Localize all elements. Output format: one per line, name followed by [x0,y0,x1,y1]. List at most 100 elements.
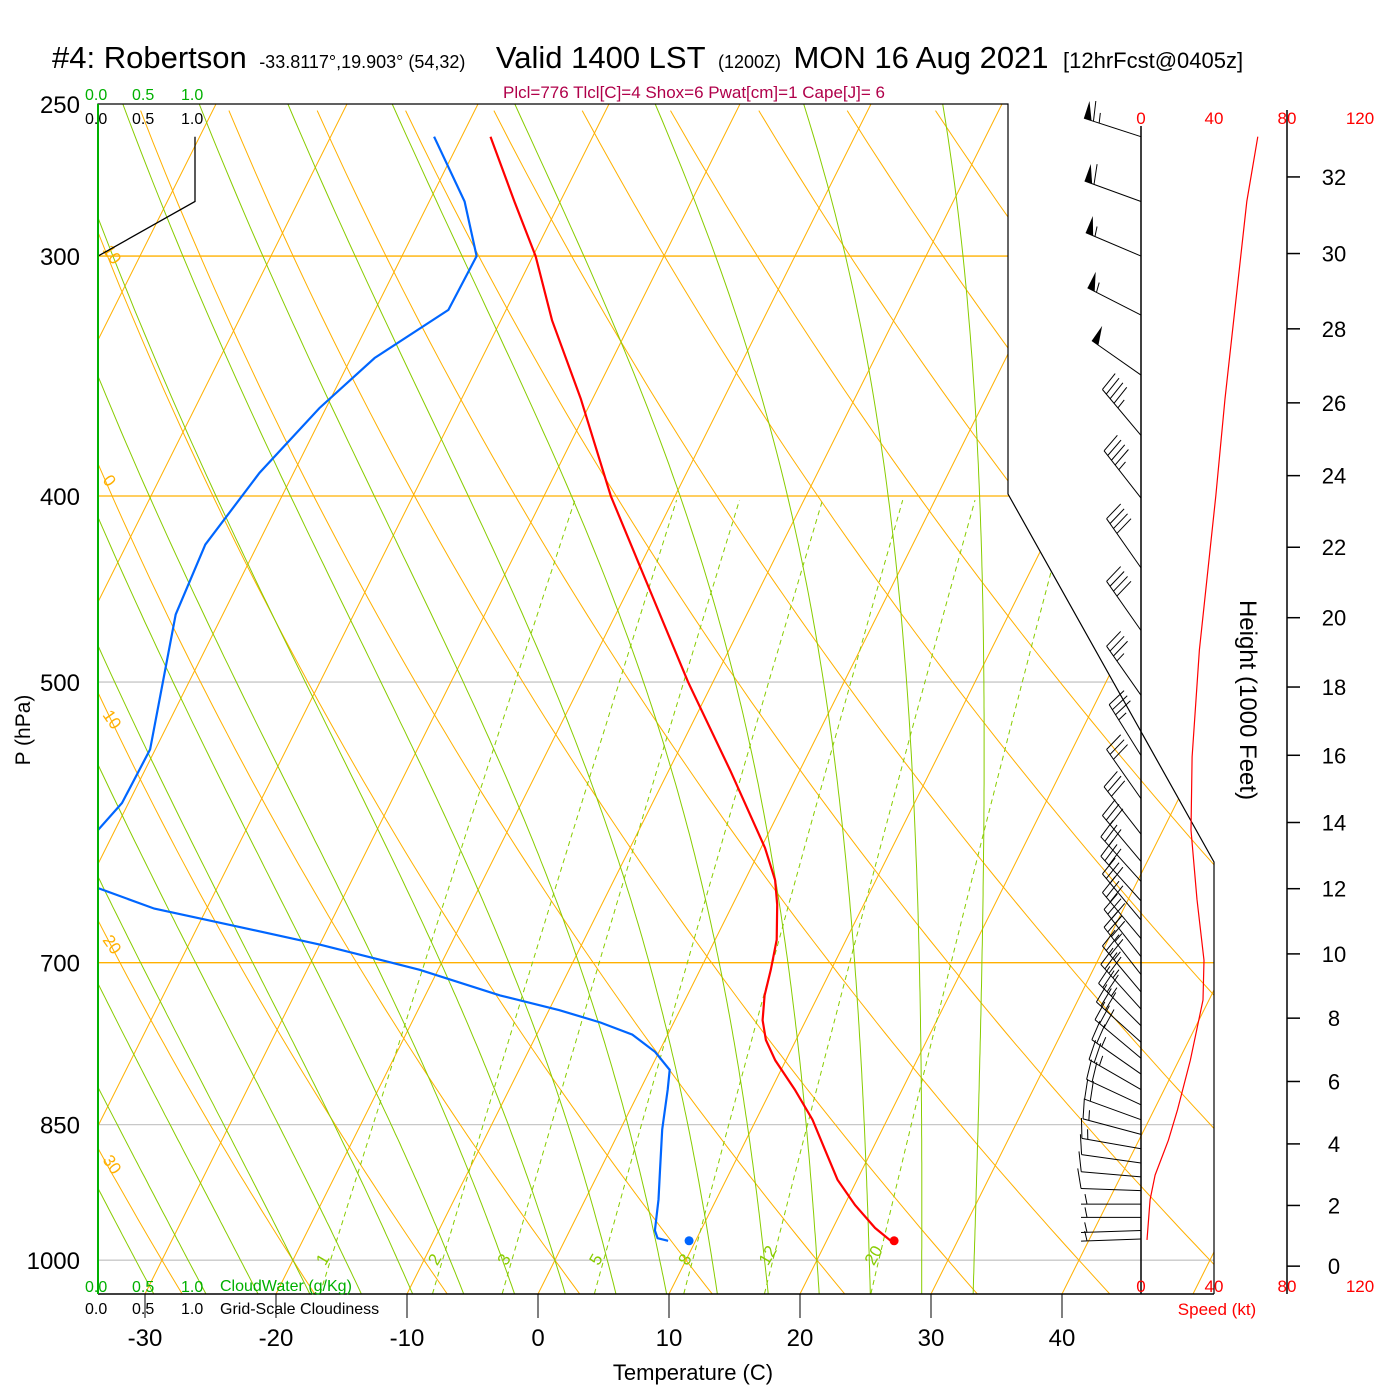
wind-barb-feather [1111,780,1126,797]
pressure-tick-label: 300 [40,244,80,271]
wind-barb [1103,434,1142,499]
mixing-ratio-label: 1 [312,1251,333,1269]
cloudiness-label: Grid-Scale Cloudiness [220,1301,379,1318]
height-tick-label: 8 [1328,1006,1340,1031]
dry-adiabat-label: 0 [99,471,120,490]
moist-adiabat [98,104,469,1294]
speed-tick-label: 40 [1205,1277,1224,1296]
wind-barb-feather [1102,799,1116,816]
mixing-ratio-line [499,499,740,1294]
speed-tick-label: 0 [1136,1277,1145,1296]
mixing-ratio-line [429,499,678,1294]
dewpoint-line [98,136,671,1242]
speed-tick-label: 120 [1346,109,1374,128]
temperature-tick-label: 10 [656,1325,683,1352]
wind-barb-staff [1091,1039,1142,1075]
wind-barb-half-feather [1084,1207,1088,1218]
wind-barb-feather [1116,580,1132,597]
mixing-ratio-line [868,499,1071,1294]
wind-barb-feather [1091,1062,1098,1083]
wind-barb-feather [1105,934,1120,951]
wind-barb-half-feather [1095,282,1100,293]
wind-barb-flag [1087,271,1096,292]
wind-barb-feather [1114,449,1129,466]
isotherm [98,104,217,1294]
wind-barb-staff [1098,983,1142,1027]
wind-barb [1084,164,1142,202]
wind-barb-feather [1113,640,1128,657]
wind-barb-feather [1111,920,1126,938]
pressure-tick-label: 1000 [27,1248,80,1275]
isotherm [98,104,479,1294]
wind-barb-feather [1105,880,1120,898]
isotherm [1188,104,1214,1294]
dry-adiabat [935,110,1214,1294]
wind-barb-feather [1100,947,1114,965]
isotherm [402,104,1003,1294]
moist-adiabat [98,104,160,1294]
moist-adiabat [98,104,570,1294]
wind-barb [1100,820,1142,882]
height-tick-label: 20 [1322,606,1346,631]
wind-barb-feather [1093,1043,1102,1063]
wind-barb-staff [1081,1188,1142,1192]
cloud-scale-top: 0.0 0.5 1.0 0.0 0.5 1.0 [85,87,203,128]
dry-adiabat [98,110,720,1294]
dry-adiabat [758,110,1214,1294]
wind-barb-half-feather [1094,226,1098,237]
wind-barb-feather [1112,695,1128,711]
scale-label: 0.5 [132,1279,154,1296]
height-tick-label: 6 [1328,1069,1340,1094]
wind-barb-staff [1081,1229,1142,1234]
dry-adiabat [98,110,587,1294]
speed-tick-label: 80 [1278,109,1297,128]
wind-barb-staff [1084,180,1142,202]
wind-barb-half-feather [1098,1055,1104,1066]
moist-adiabat [391,104,770,1294]
profiles [98,136,899,1246]
wind-barb-feather [1113,744,1128,760]
wind-barb-feather [1106,503,1122,520]
wind-barb-feather [1109,635,1125,652]
dry-adiabat [316,110,1119,1294]
speed-axis-label: Speed (kt) [1178,1300,1256,1319]
wind-speed-line [1146,136,1259,1240]
pressure-tick-label: 700 [40,951,80,978]
mixing-ratio-label: 3 [494,1251,515,1269]
wind-barb-half-feather [1113,951,1121,961]
wind-barb [1094,1001,1142,1059]
moist-adiabat [803,104,923,1294]
moist-adiabat [942,104,985,1294]
wind-barb-feather [1109,571,1125,587]
wind-barb [1100,947,1142,1010]
height-tick-label: 12 [1322,877,1346,902]
height-tick-label: 2 [1328,1193,1340,1218]
height-tick-label: 0 [1328,1254,1340,1279]
speed-tick-label: 40 [1205,109,1224,128]
wind-barb [1095,984,1142,1043]
mixing-ratio-line [316,499,576,1294]
wind-barb-feather [1108,956,1122,974]
isotherm [795,104,1214,1294]
wind-barb [1091,325,1142,376]
wind-barb-feather [1102,857,1116,875]
isotherm [140,104,741,1294]
wind-barb-half-feather [1114,933,1123,942]
title-forecast: [12hrFcst@0405z] [1063,48,1243,73]
wind-barb-feather [1094,1001,1106,1020]
wind-barb-feather [1104,824,1118,842]
wind-barb-staff [1106,645,1142,696]
temperature-tick-label: 40 [1049,1325,1076,1352]
wind-barb [1102,857,1142,921]
wind-barb-feather [1103,434,1118,452]
wind-barb-feather [1109,382,1124,400]
dry-adiabat [1377,111,1400,1303]
temperature-tick-label: -10 [390,1325,425,1352]
wind-barb-staff [1102,892,1142,939]
isotherm [271,104,872,1294]
temperature-tick-label: 0 [531,1325,544,1352]
dry-adiabat-label: 30 [99,1151,125,1177]
wind-barb [1081,1230,1142,1242]
wind-barb [1077,1168,1142,1192]
